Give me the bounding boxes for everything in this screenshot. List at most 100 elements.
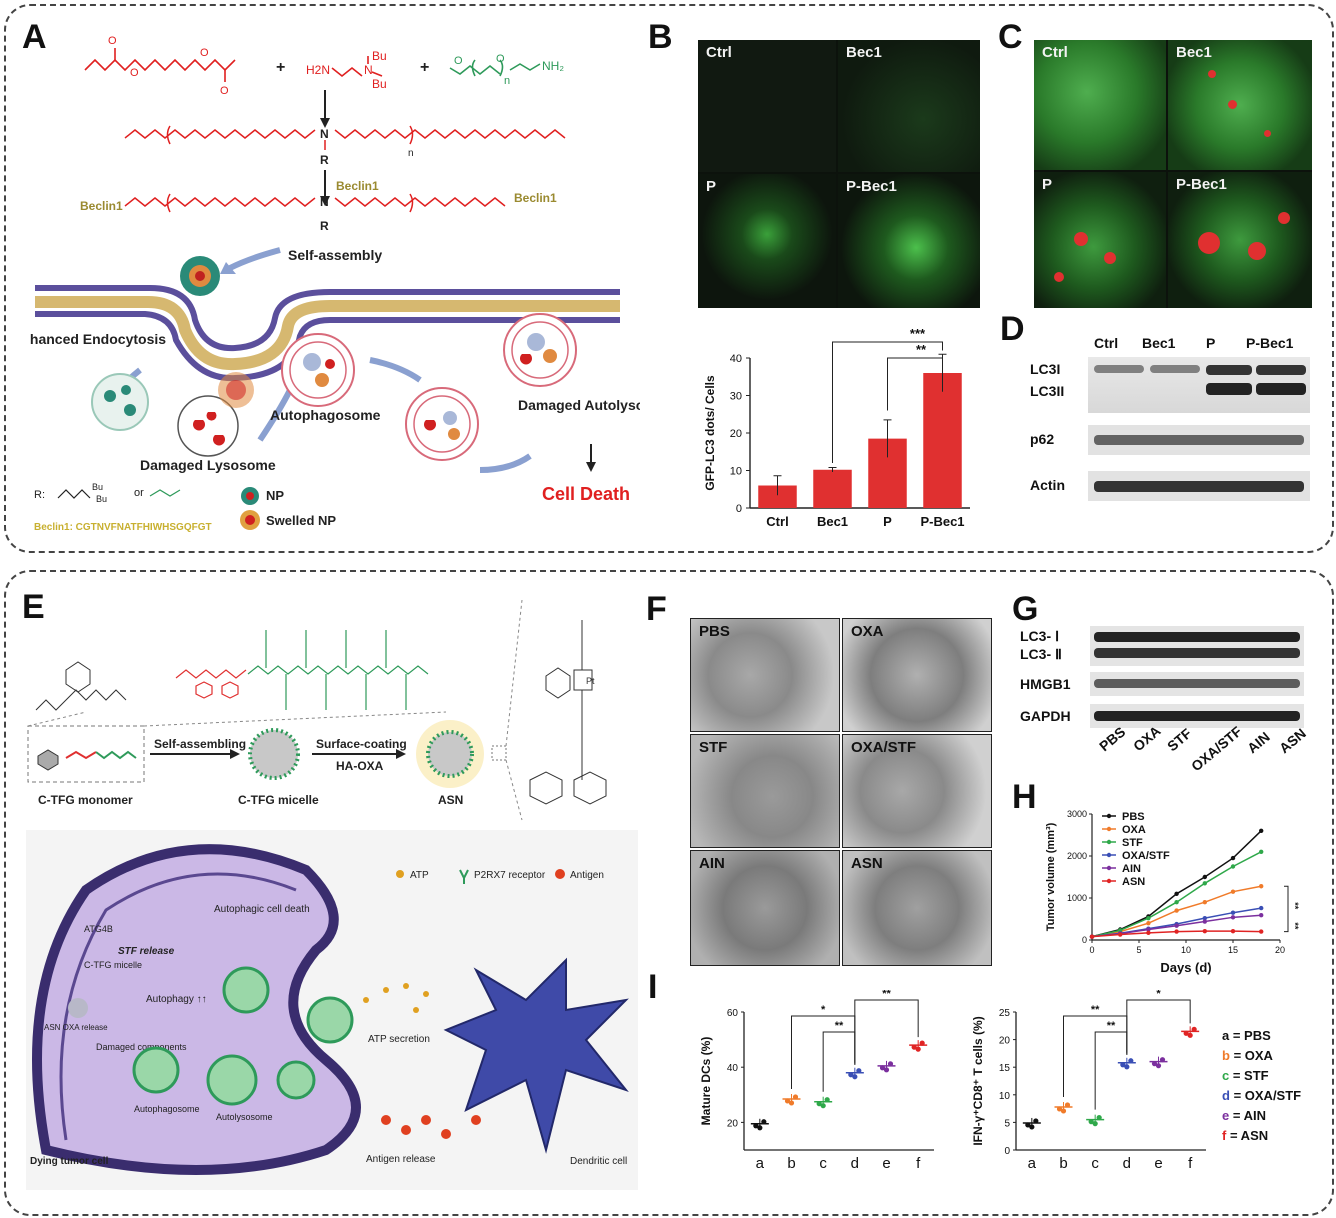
g-band-hmgb1 [1090, 672, 1304, 696]
panel-h-line-chart: 0 1000 2000 3000 0 5 10 15 20 PBSOXASTFOXA/STFAIN… [1045, 809, 1300, 975]
g-col-stf: STF [1164, 724, 1195, 755]
series-point [1089, 934, 1095, 939]
data-point [757, 1125, 763, 1131]
data-point [1183, 1030, 1189, 1036]
data-point [883, 1067, 890, 1073]
c-tile-ctrl: Ctrl [1034, 40, 1166, 170]
data-point [1092, 1121, 1098, 1127]
f-tile-ain: AIN [690, 850, 840, 966]
x-tick-label: a [756, 1155, 765, 1172]
svg-text:O: O [220, 85, 229, 97]
panel-label-c: C [998, 18, 1023, 56]
sig-bracket [822, 1031, 856, 1092]
plus-sign-1: + [276, 59, 285, 76]
g-row-lc3-1: LC3- Ⅰ [1020, 628, 1060, 644]
f-tile-label: OXA [851, 623, 884, 640]
autophagosome-e: Autophagosome [134, 1104, 200, 1114]
d-band-p62 [1088, 425, 1310, 455]
d-band-lc3 [1088, 357, 1310, 413]
data-point [856, 1068, 862, 1074]
series-point [1174, 923, 1179, 928]
legend-text: = ASN [1226, 1128, 1269, 1143]
g-row-hmgb1: HMGB1 [1020, 676, 1071, 692]
legend-key: a [1222, 1028, 1230, 1043]
autophagosome-text-a: Autophagosome [270, 407, 381, 423]
f-tile-stf: STF [690, 734, 840, 848]
sig-label: ** [916, 342, 927, 357]
d-col-ctrl: Ctrl [1094, 335, 1119, 351]
y-tick-label: 15 [999, 1063, 1011, 1074]
legend-label: ASN [1122, 876, 1145, 888]
data-point [915, 1046, 921, 1052]
b-tile-p: P [698, 174, 836, 308]
data-point [852, 1074, 858, 1080]
svg-text:O: O [200, 47, 209, 59]
legend-entry: d = OXA/STF [1222, 1086, 1326, 1106]
sig-bracket [1094, 1031, 1128, 1110]
series-point [1259, 929, 1264, 934]
panel-label-b: B [648, 18, 673, 56]
x-tick-label: 0 [1089, 945, 1094, 955]
data-point [788, 1100, 795, 1106]
d-row-actin: Actin [1030, 477, 1065, 493]
svg-text:Bu: Bu [92, 482, 103, 492]
f-tile-label: AIN [699, 855, 725, 872]
legend-label: OXA/STF [1122, 850, 1170, 862]
x-tick-label: 5 [1136, 945, 1141, 955]
data-point [1155, 1063, 1162, 1069]
f-tile-asn: ASN [842, 850, 992, 966]
svg-text:n: n [408, 148, 414, 159]
legend-label: PBS [1122, 811, 1145, 823]
enhanced-endocytosis-text: Enhanced Endocytosis [30, 331, 166, 347]
y-tick-label: 2000 [1067, 851, 1087, 861]
y-tick-label: 0 [736, 503, 742, 515]
svg-text:O: O [130, 67, 139, 79]
self-assembly-text: Self-assembly [288, 247, 382, 263]
legend-entry: a = PBS [1222, 1026, 1326, 1046]
ha-oxa-label: HA-OXA [336, 759, 384, 773]
b-tile-label: P-Bec1 [846, 178, 897, 195]
beclin-arrow-label: Beclin1 [336, 179, 379, 193]
panel-c-micrographs: Ctrl Bec1 P P-Bec1 [1034, 40, 1312, 308]
b-tile-ctrl: Ctrl [698, 40, 836, 172]
y-tick-label: 30 [730, 391, 742, 403]
dendritic-cell: Dendritic cell [570, 1156, 627, 1167]
data-point [1033, 1118, 1039, 1124]
legend-label: AIN [1122, 863, 1141, 875]
data-point [816, 1101, 822, 1107]
f-tile-oxa-stf: OXA/STF [842, 734, 992, 848]
svg-text:Pt: Pt [586, 676, 595, 686]
y-axis-label: Mature DCs (%) [699, 1037, 713, 1126]
panel-d-blot: Ctrl Bec1 P P-Bec1 LC3I LC3II p62 Actin [1030, 335, 1320, 525]
legend-entry: f = ASN [1222, 1126, 1326, 1146]
x-tick-label: a [1028, 1155, 1037, 1172]
y-tick-label: 20 [727, 1118, 739, 1129]
svg-text:O: O [496, 53, 505, 65]
panel-label-e: E [22, 588, 45, 626]
bar [813, 469, 852, 508]
sig-bracket [1126, 999, 1191, 1053]
antigen-release: Antigen release [366, 1154, 436, 1165]
svg-text:O: O [108, 35, 117, 47]
damaged-autolysosome-text: Damaged Autolysosome [518, 397, 640, 413]
series-point [1259, 884, 1264, 889]
data-point [1025, 1122, 1031, 1128]
legend-text: = AIN [1229, 1108, 1266, 1123]
panel-label-a: A [22, 18, 47, 56]
series-line [1091, 830, 1262, 938]
series-point [1259, 828, 1264, 833]
f-tile-label: STF [699, 739, 728, 756]
f-tile-pbs: PBS [690, 618, 840, 732]
d-col-p: P [1206, 335, 1216, 351]
series-point [1259, 913, 1264, 918]
series-point [1202, 874, 1207, 880]
series-point [1230, 864, 1236, 869]
autolysosome-e: Autolysosome [216, 1112, 273, 1122]
legend-marker [1106, 878, 1112, 884]
data-point [1187, 1032, 1193, 1038]
x-tick-label: b [1059, 1155, 1067, 1172]
g-col-ain: AIN [1244, 728, 1273, 757]
legend-swelled-np: Swelled NP [266, 513, 336, 528]
series-point [1146, 927, 1151, 932]
